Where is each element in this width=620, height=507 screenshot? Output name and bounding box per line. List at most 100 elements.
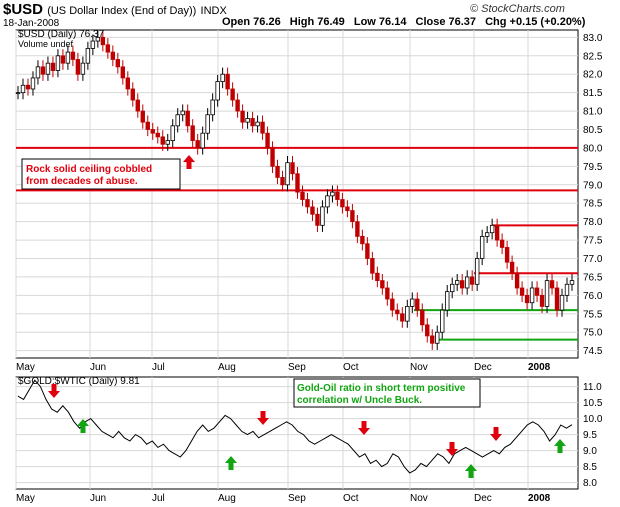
x-tick-label: Aug	[218, 493, 236, 504]
y-tick-label: 8.0	[583, 478, 597, 489]
candle-body	[165, 140, 170, 145]
candle-body	[420, 309, 425, 326]
annotation-text: correlation w/ Uncle Buck.	[297, 395, 422, 406]
symbol-title: $USD (US Dollar Index (End of Day)) INDX	[3, 1, 227, 18]
down-arrow	[490, 427, 502, 441]
candle-body	[355, 221, 360, 237]
candle-body	[190, 125, 195, 141]
down-arrow	[257, 411, 269, 425]
x-tick-label: Oct	[343, 362, 359, 373]
candle-body	[554, 287, 560, 311]
up-arrow	[183, 155, 195, 169]
legend-entry: $USD (Daily) 76.37	[18, 29, 105, 40]
candle-body	[115, 59, 121, 68]
candle-body	[140, 110, 145, 123]
x-tick-label: Jun	[90, 362, 106, 373]
change-value: Chg +0.15 (+0.20%)	[485, 16, 586, 28]
candle-body	[290, 162, 295, 175]
y-tick-label: 74.5	[583, 346, 603, 357]
y-tick-label: 83.0	[583, 33, 603, 44]
open-value: Open 76.26	[222, 16, 281, 28]
candle-body	[405, 306, 410, 322]
candle-body	[80, 62, 86, 75]
annotation-text: Gold-Oil ratio in short term positive	[297, 383, 466, 394]
candle-body	[280, 177, 285, 186]
candle-body	[195, 140, 200, 149]
y-tick-label: 76.5	[583, 272, 603, 283]
candle-body	[300, 191, 305, 200]
candle-body	[484, 232, 490, 237]
legend-entry: Volume undef	[18, 39, 74, 49]
y-tick-label: 75.5	[583, 309, 603, 320]
candle-body	[65, 51, 71, 64]
candle-body	[40, 66, 46, 75]
y-tick-label: 8.5	[583, 462, 597, 473]
candle-body	[75, 59, 81, 75]
y-tick-label: 77.0	[583, 254, 603, 265]
candle-body	[50, 62, 56, 71]
candle-body	[459, 280, 465, 289]
y-tick-label: 75.0	[583, 328, 603, 339]
candle-body	[315, 213, 320, 226]
candle-body	[569, 280, 575, 285]
ratio-line	[17, 379, 573, 474]
candle-body	[265, 132, 270, 149]
y-tick-label: 77.5	[583, 236, 603, 247]
candle-body	[479, 235, 485, 259]
x-tick-label: Nov	[410, 362, 428, 373]
y-tick-label: 9.5	[583, 430, 597, 441]
ratio-panel	[15, 376, 579, 490]
chart-date: 18-Jan-2008	[3, 18, 60, 29]
candle-body	[105, 44, 111, 53]
y-tick-label: 78.5	[583, 199, 603, 210]
candle-body	[180, 110, 185, 116]
candle-body	[185, 110, 190, 127]
symbol-description: (US Dollar Index (End of Day))	[47, 5, 197, 17]
x-tick-label: Nov	[410, 493, 428, 504]
candle-body	[100, 36, 106, 46]
candle-body	[70, 51, 76, 60]
annotation-box	[293, 378, 481, 408]
x-tick-label: Dec	[474, 362, 492, 373]
x-tick-label: Aug	[218, 362, 236, 373]
candle-body	[145, 121, 150, 130]
candle-body	[35, 66, 41, 79]
candle-body	[30, 77, 36, 90]
candle-body	[20, 84, 26, 94]
candle-body	[365, 243, 370, 259]
candle-body	[15, 92, 21, 95]
candle-body	[205, 114, 210, 134]
candle-body	[350, 210, 355, 223]
x-tick-label: 2008	[528, 362, 551, 373]
y-tick-label: 10.5	[583, 398, 603, 409]
candle-body	[385, 287, 390, 300]
candle-body	[489, 224, 495, 234]
x-tick-label: May	[16, 362, 35, 373]
candle-body	[270, 147, 275, 167]
candle-body	[340, 199, 345, 208]
candle-body	[539, 294, 545, 307]
y-tick-label: 76.0	[583, 291, 603, 302]
candle-body	[360, 235, 365, 245]
candle-body	[275, 165, 280, 178]
candle-body	[245, 118, 250, 123]
y-tick-label: 79.5	[583, 162, 603, 173]
ohlc-bar: Open 76.26 High 76.49 Low 76.14 Close 76…	[222, 16, 591, 28]
plot-frame	[15, 376, 579, 490]
y-tick-label: 79.0	[583, 180, 603, 191]
candle-body	[250, 118, 255, 127]
candle-body	[130, 88, 135, 101]
candle-body	[425, 324, 430, 337]
candle-body	[464, 276, 470, 289]
candle-body	[325, 195, 330, 208]
up-arrow	[465, 464, 477, 478]
down-arrow	[358, 421, 370, 435]
y-tick-label: 81.0	[583, 107, 603, 118]
y-tick-label: 80.5	[583, 125, 603, 136]
up-arrow	[77, 419, 89, 433]
candle-body	[200, 132, 205, 149]
candle-body	[430, 335, 435, 344]
candle-body	[519, 287, 525, 296]
candle-body	[549, 280, 555, 289]
